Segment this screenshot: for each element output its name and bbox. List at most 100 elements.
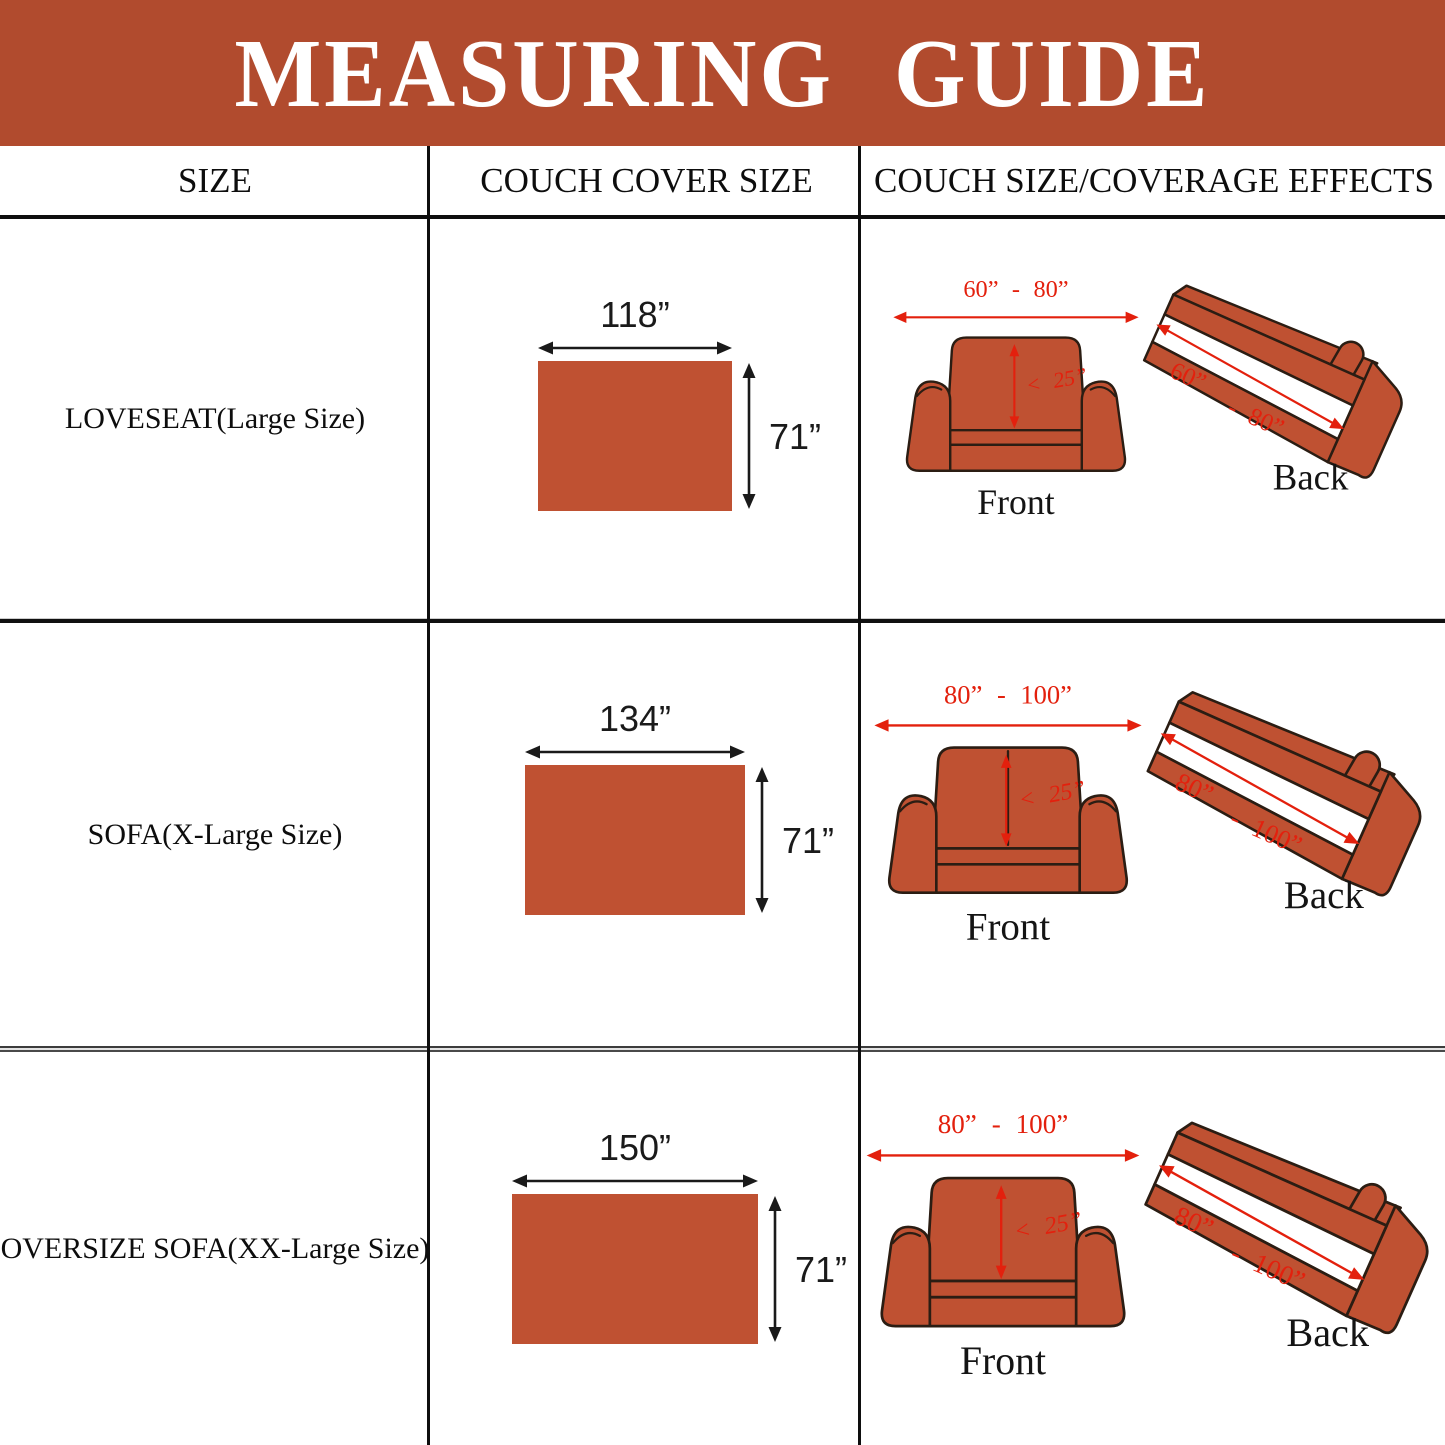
back-bottom-strip [1144, 1183, 1359, 1318]
arrowhead-down [742, 494, 756, 509]
back-width-arrow [1160, 733, 1360, 845]
couch-seat [943, 428, 1089, 447]
cover-size-cell: 134” 71” [430, 623, 863, 1046]
size-label: OVERSIZE SOFA(XX-Large Size) [0, 1231, 430, 1265]
cover-rectangle [525, 765, 745, 915]
back-width-arrow [1159, 1165, 1365, 1280]
size-label: LOVESEAT(Large Size) [64, 401, 366, 435]
arrowhead-up [1000, 754, 1012, 768]
arrowhead-right [1125, 311, 1139, 323]
arrowhead-left [1160, 733, 1176, 746]
size-cell: OVERSIZE SOFA(XX-Large Size) [0, 1052, 430, 1445]
arrowhead-left [866, 1149, 882, 1162]
arrowhead-up [742, 363, 756, 378]
back-caption: Back [1286, 1310, 1370, 1355]
right-arm-end [1345, 1204, 1429, 1335]
arrowhead-left [893, 311, 907, 323]
back-height-arrow [995, 1185, 1007, 1280]
front-caption: Front [960, 1339, 1046, 1383]
arrowhead-right [717, 341, 732, 355]
coverage-effects-cell: 80” - 100” [863, 623, 1445, 1046]
couch-base [943, 443, 1089, 472]
left-arm-roll [915, 385, 943, 398]
page-title: MEASURING GUIDE [234, 18, 1211, 128]
right-arm-roll [1084, 1231, 1115, 1245]
couch-base [922, 1295, 1084, 1328]
arrowhead-down [755, 898, 769, 913]
arrowhead-down [768, 1327, 782, 1342]
cover-rectangle [512, 1194, 758, 1344]
arrowhead-right [743, 1174, 758, 1188]
back-bottom-strip [1142, 340, 1340, 464]
couch-seat [928, 847, 1088, 866]
size-cell: SOFA(X-Large Size) [0, 623, 430, 1046]
back-couch-drawing: 60” - 80” [1142, 284, 1403, 479]
cover-size-cell: 150” 71” [430, 1052, 863, 1445]
back-caption: Back [1284, 874, 1365, 917]
couch-backrest [924, 1176, 1082, 1283]
front-couch-drawing [887, 746, 1129, 894]
cover-dimensions-diagram: 118” 71” [538, 294, 821, 511]
arrow-line [1171, 738, 1350, 840]
left-arm-roll [891, 1231, 922, 1245]
arrowhead-left [538, 341, 553, 355]
arrowhead-right [1127, 719, 1142, 732]
right-arm-end [1326, 359, 1403, 479]
table-row: SOFA(X-Large Size) 134” 71” 80” - 100” [0, 623, 1445, 1046]
right-arm-end [1340, 770, 1422, 897]
couch-front-view-diagram: 80” - 100” [866, 1109, 1140, 1383]
coverage-effects-cell: 80” - 100” [863, 1052, 1445, 1445]
front-width-range-label: 80” - 100” [944, 679, 1072, 709]
row-divider [0, 618, 1445, 623]
back-height-arrow [1009, 344, 1020, 429]
arrowhead-right [1343, 831, 1360, 845]
couch-seat [922, 1279, 1084, 1299]
size-cell: LOVESEAT(Large Size) [0, 219, 430, 618]
cover-size-cell: 118” 71” [430, 219, 863, 618]
couch-back-view-diagram: 60” - 80” Back [1142, 284, 1403, 497]
arrowhead-left [1159, 1165, 1175, 1178]
left-arm-roll [898, 800, 928, 813]
front-width-arrow [866, 1149, 1140, 1162]
couch-base [928, 863, 1088, 894]
cover-width-label: 134” [599, 698, 671, 739]
arrowhead-left [525, 745, 540, 759]
couch-back-view-diagram: 80” - 100” Back [1144, 1121, 1429, 1355]
cover-width-label: 118” [600, 294, 669, 335]
back-bottom-strip [1146, 750, 1355, 881]
couch-left-arm [880, 1225, 932, 1328]
arrowhead-right [1329, 417, 1345, 430]
table-row: OVERSIZE SOFA(XX-Large Size) 150” 71” 80”… [0, 1052, 1445, 1445]
right-arm-roll [1089, 385, 1117, 398]
header-size: SIZE [178, 160, 252, 200]
couch-front-view-diagram: 60” - 80” [893, 276, 1139, 522]
arrowhead-right [730, 745, 745, 759]
couch-right-arm [1080, 380, 1127, 472]
header-cover-size: COUCH COVER SIZE [480, 160, 813, 200]
arrowhead-up [755, 767, 769, 782]
table-body: LOVESEAT(Large Size) 118” 71” 60” - 80” [0, 219, 1445, 1445]
coverage-effects-cell: 60” - 80” [863, 219, 1445, 618]
back-width-arrow [1156, 324, 1345, 430]
couch-left-arm [905, 380, 952, 472]
arrowhead-up [995, 1185, 1007, 1199]
front-width-range-label: 60” - 80” [963, 276, 1068, 303]
cover-height-label: 71” [782, 820, 834, 861]
couch-back-view-diagram: 80” - 100” Back [1146, 690, 1422, 917]
couch-left-arm [887, 794, 938, 894]
back-height-arrow [1000, 754, 1012, 847]
couch-front-view-diagram: 80” - 100” [874, 679, 1142, 949]
arrowhead-left [874, 719, 889, 732]
cover-width-label: 150” [599, 1127, 671, 1168]
arrowhead-up [768, 1196, 782, 1211]
table-row: LOVESEAT(Large Size) 118” 71” 60” - 80” [0, 219, 1445, 618]
cover-rectangle [538, 361, 732, 511]
couch-right-arm [1078, 794, 1129, 894]
cover-height-label: 71” [769, 416, 821, 457]
cover-height-label: 71” [795, 1249, 847, 1290]
arrowhead-down [995, 1265, 1007, 1280]
right-arm-roll [1088, 800, 1118, 813]
front-caption: Front [966, 906, 1051, 949]
cover-dimensions-diagram: 150” 71” [512, 1127, 847, 1344]
